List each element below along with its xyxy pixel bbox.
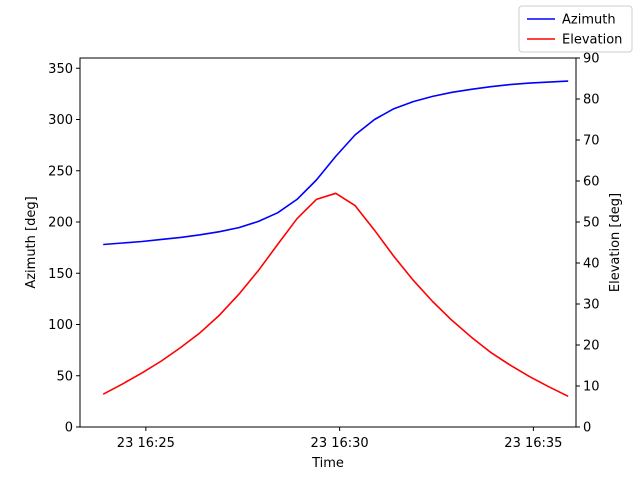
left-tick-label: 0 <box>65 421 73 436</box>
x-tick-label: 23 16:35 <box>504 436 562 451</box>
plot-frame <box>79 57 577 428</box>
legend-box <box>518 5 633 53</box>
x-axis: 23 16:25 23 16:30 23 16:35 <box>117 427 562 451</box>
x-tick-label: 23 16:25 <box>117 436 175 451</box>
left-tick-label: 300 <box>48 113 73 128</box>
right-tick-label: 90 <box>583 52 600 67</box>
right-tick-label: 80 <box>583 93 600 108</box>
right-tick-label: 0 <box>583 421 591 436</box>
elevation-series-line <box>102 192 569 398</box>
left-axis-title: Azimuth [deg] <box>24 196 39 288</box>
left-tick-label: 350 <box>48 62 73 77</box>
legend: Azimuth Elevation <box>518 5 633 53</box>
series-layer <box>102 80 569 398</box>
x-tick-label: 23 16:30 <box>311 436 369 451</box>
x-axis-title: Time <box>311 456 344 471</box>
legend-label-elevation: Elevation <box>562 33 622 48</box>
right-tick-label: 10 <box>583 380 600 395</box>
right-tick-label: 60 <box>583 175 600 190</box>
right-tick-label: 50 <box>583 216 600 231</box>
left-tick-label: 200 <box>48 216 73 231</box>
left-axis: 0 50 100 150 200 250 300 350 <box>48 62 80 436</box>
right-axis: 0 10 20 30 40 50 60 70 80 90 <box>576 52 600 436</box>
azimuth-series-line <box>103 80 569 246</box>
right-axis-title: Elevation [deg] <box>608 193 623 292</box>
right-tick-label: 20 <box>583 339 600 354</box>
left-tick-label: 150 <box>48 267 73 282</box>
left-tick-label: 50 <box>56 369 73 384</box>
left-tick-label: 100 <box>48 318 73 333</box>
right-tick-label: 40 <box>583 257 600 272</box>
legend-label-azimuth: Azimuth <box>562 13 616 28</box>
right-tick-label: 70 <box>583 134 600 149</box>
right-tick-label: 30 <box>583 298 600 313</box>
left-tick-label: 250 <box>48 164 73 179</box>
